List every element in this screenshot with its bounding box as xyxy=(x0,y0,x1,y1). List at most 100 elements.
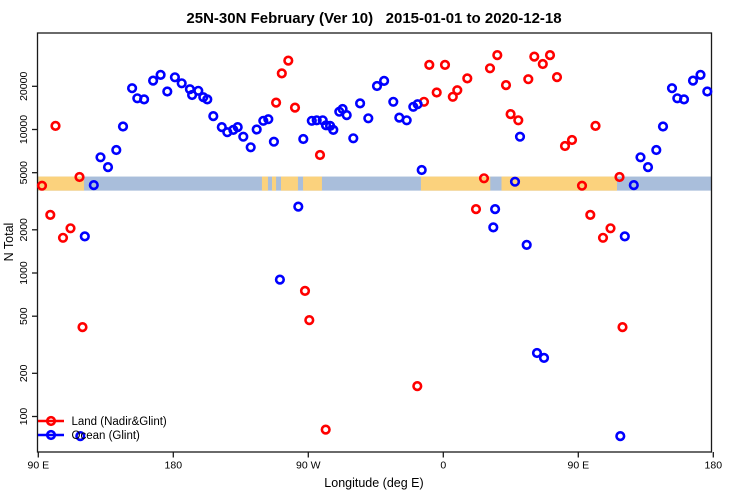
ocean-point xyxy=(216,121,227,133)
y-tick-label: 500 xyxy=(18,307,30,325)
ocean-point xyxy=(176,78,187,89)
land-point xyxy=(314,149,326,161)
ocean-point xyxy=(268,136,280,147)
ocean-point xyxy=(127,83,138,94)
ocean-point xyxy=(208,110,219,122)
legend-label: Ocean (Glint) xyxy=(72,430,141,442)
ocean-point xyxy=(111,144,122,156)
ocean-point xyxy=(298,133,309,145)
ocean-point xyxy=(619,231,630,242)
ocean-point xyxy=(521,239,532,250)
map-band-land-segment xyxy=(501,176,617,191)
ocean-point xyxy=(232,121,243,133)
legend-label: Land (Nadir&Glint) xyxy=(72,416,167,428)
land-point xyxy=(505,108,516,120)
map-band-land-segment xyxy=(281,176,298,191)
land-point xyxy=(500,79,512,91)
land-point xyxy=(289,102,301,113)
land-point xyxy=(523,74,534,85)
y-tick-label: 100 xyxy=(18,408,30,426)
x-axis-label: Longitude (deg E) xyxy=(324,476,423,490)
ocean-point xyxy=(509,176,521,187)
land-point xyxy=(484,63,496,74)
ocean-point xyxy=(348,133,359,144)
ocean-point xyxy=(355,98,366,109)
ocean-point xyxy=(666,83,678,94)
ocean-point xyxy=(363,113,374,124)
land-point xyxy=(462,73,473,84)
y-tick-label: 5000 xyxy=(18,161,30,185)
land-point xyxy=(299,285,311,297)
map-band-land-segment xyxy=(303,176,322,191)
land-point xyxy=(544,49,556,61)
land-point xyxy=(36,180,48,191)
x-tick-label: 0 xyxy=(440,460,446,472)
land-point xyxy=(492,49,503,61)
ocean-point xyxy=(148,75,159,86)
ocean-point xyxy=(635,152,646,163)
y-tick-label: 200 xyxy=(18,364,30,382)
ocean-point xyxy=(657,121,669,132)
land-point xyxy=(478,173,490,184)
data-points xyxy=(36,49,713,442)
land-point xyxy=(45,209,56,220)
ocean-point xyxy=(628,180,639,191)
ocean-point xyxy=(514,131,526,142)
legend-marker xyxy=(45,415,57,427)
ocean-point xyxy=(490,204,501,215)
ocean-point xyxy=(238,131,249,142)
y-tick-label: 2000 xyxy=(18,218,30,242)
land-point xyxy=(57,232,69,243)
map-band-land-segment xyxy=(261,176,268,191)
ocean-point xyxy=(642,162,654,173)
ocean-point xyxy=(95,152,106,163)
ocean-point xyxy=(79,231,90,242)
ocean-point xyxy=(678,94,690,105)
land-point xyxy=(439,59,451,71)
land-point xyxy=(576,180,588,191)
land-point xyxy=(447,91,458,102)
land-point xyxy=(559,140,571,152)
ocean-point xyxy=(702,86,713,97)
land-point xyxy=(585,209,596,220)
land-point xyxy=(271,97,282,108)
ocean-point xyxy=(263,114,274,125)
map-band-land-segment xyxy=(38,176,85,191)
map-band-land-segment xyxy=(420,176,491,191)
legend-marker xyxy=(45,429,57,441)
land-point xyxy=(65,223,76,234)
x-tick-label: 180 xyxy=(705,460,723,472)
land-point xyxy=(276,68,287,79)
land-point xyxy=(617,322,628,333)
page-title: 25N-30N February (Ver 10) 2015-01-01 to … xyxy=(186,10,561,27)
ocean-point xyxy=(531,347,543,359)
ocean-point xyxy=(251,124,262,135)
land-point xyxy=(566,134,578,146)
land-point xyxy=(614,171,625,183)
ocean-point xyxy=(341,109,352,121)
ocean-point xyxy=(193,85,204,96)
land-point xyxy=(320,424,331,435)
ocean-point xyxy=(88,180,99,191)
y-tick-label: 20000 xyxy=(18,72,30,101)
land-point xyxy=(551,71,563,83)
ocean-point xyxy=(117,121,129,132)
ocean-point xyxy=(245,142,256,153)
y-axis-label: N Total xyxy=(2,223,16,262)
ocean-point xyxy=(615,431,626,442)
ocean-point xyxy=(75,431,86,442)
land-point xyxy=(605,223,616,234)
land-point xyxy=(470,204,482,215)
x-tick-label: 90 W xyxy=(296,460,321,472)
ocean-point xyxy=(306,115,317,126)
ocean-point xyxy=(371,80,383,92)
land-point xyxy=(304,315,315,326)
ocean-point xyxy=(651,144,662,156)
ocean-point xyxy=(311,115,322,126)
ocean-point xyxy=(320,120,332,131)
ocean-point xyxy=(401,115,412,126)
land-point xyxy=(431,87,442,98)
land-point xyxy=(590,120,601,131)
